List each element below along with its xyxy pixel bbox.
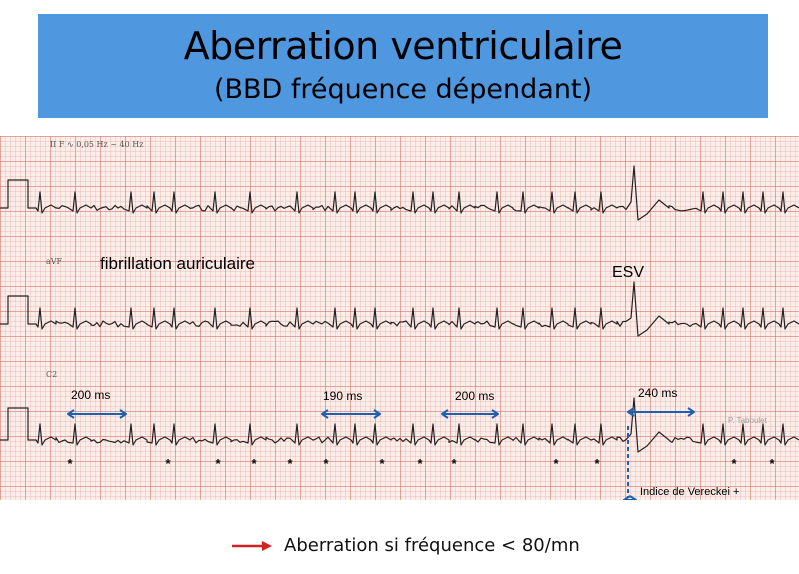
beat-marker-4: *	[251, 456, 257, 471]
interval-arrow-3-head-right	[491, 409, 499, 419]
beat-marker-12: *	[731, 456, 737, 471]
beat-marker-1: *	[67, 456, 73, 471]
interval-label-3: 200 ms	[455, 389, 495, 403]
lead-label-avf: aVF	[46, 257, 63, 266]
ecg-trace-c2	[0, 397, 799, 453]
ecg-strip: * * * * * * * * * * * * * II F ∿ 0,05 Hz ~ 40 Hz aVF…	[0, 136, 799, 500]
page-subtitle: (BBD fréquence dépendant)	[213, 74, 593, 105]
interval-label-2: 190 ms	[323, 389, 363, 403]
esv-label: ESV	[612, 264, 645, 281]
beat-marker-8: *	[417, 456, 423, 471]
beat-marker-5: *	[287, 456, 293, 471]
ecg-trace-ii	[0, 165, 799, 221]
credit-text: P. Taboulet	[728, 416, 767, 425]
lead-header-text: II F ∿ 0,05 Hz ~ 40 Hz	[50, 140, 144, 149]
interval-arrow-3-head-left	[441, 409, 449, 419]
title-banner: Aberration ventriculaire (BBD fréquence …	[38, 14, 768, 118]
beat-marker-10: *	[553, 456, 559, 471]
interval-arrow-2-head-right	[373, 409, 381, 419]
vereckei-label: Indice de Vereckei +	[640, 486, 740, 498]
beat-marker-3: *	[215, 456, 221, 471]
caption-text: Aberration si fréquence < 80/mn	[284, 535, 580, 556]
beat-marker-11: *	[594, 456, 600, 471]
interval-arrow-1-head-left	[67, 409, 75, 419]
interval-arrow-4-head-right	[687, 407, 695, 417]
page-title: Aberration ventriculaire	[183, 24, 623, 68]
lead-label-c2: C2	[46, 370, 58, 379]
interval-arrow-4-head-left	[627, 407, 635, 417]
rhythm-label: fibrillation auriculaire	[100, 254, 255, 273]
interval-arrow-2-head-left	[321, 409, 329, 419]
arrow-right-icon	[232, 541, 272, 551]
beat-marker-7: *	[379, 456, 385, 471]
beat-marker-6: *	[323, 456, 329, 471]
beat-marker-13: *	[769, 456, 775, 471]
beat-marker-2: *	[165, 456, 171, 471]
vereckei-marker-arrow-head-right	[629, 495, 637, 500]
interval-label-1: 200 ms	[71, 388, 111, 402]
vereckei-marker-arrow-head-left	[623, 495, 631, 500]
interval-arrow-1-head-right	[119, 409, 127, 419]
ecg-trace-avf	[0, 281, 799, 337]
ecg-traces: * * * * * * * * * * * * *	[0, 165, 799, 500]
interval-label-4: 240 ms	[638, 386, 678, 400]
beat-marker-9: *	[451, 456, 457, 471]
